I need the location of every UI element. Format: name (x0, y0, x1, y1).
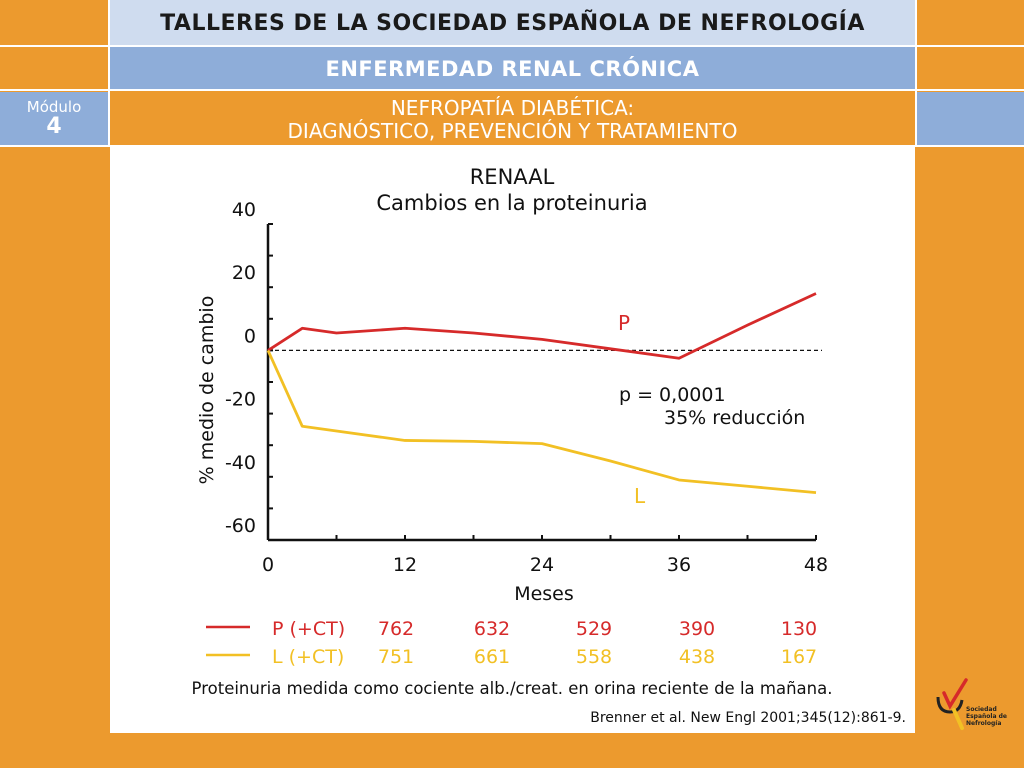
patient-count: 632 (474, 618, 510, 640)
module-label: Módulo (26, 98, 82, 116)
patient-count: 130 (781, 618, 817, 640)
y-tick-label: -20 (225, 389, 256, 411)
divider (0, 145, 1024, 147)
logo-line2: Española de (966, 713, 1007, 720)
annotation-pvalue: p = 0,0001 (619, 384, 726, 406)
module-number: 4 (46, 114, 62, 139)
x-tick-label: 36 (667, 554, 691, 576)
module-box (0, 92, 108, 145)
x-tick-label: 24 (530, 554, 554, 576)
page-subtitle: ENFERMEDAD RENAL CRÓNICA (325, 57, 700, 81)
y-axis-label: % medio de cambio (196, 296, 218, 485)
logo-line3: Nefrología (966, 720, 1002, 727)
section-title-line2: DIAGNÓSTICO, PREVENCIÓN Y TRATAMIENTO (287, 119, 738, 143)
page-title: TALLERES DE LA SOCIEDAD ESPAÑOLA DE NEFR… (160, 11, 865, 36)
y-tick-label: -40 (225, 452, 256, 474)
patient-count: 438 (679, 646, 715, 668)
chart-title: RENAAL (470, 165, 555, 189)
patient-count: 558 (576, 646, 612, 668)
divider (0, 89, 1024, 91)
footnote: Proteinuria medida como cociente alb./cr… (192, 679, 833, 698)
sen-logo-icon (936, 678, 968, 730)
x-tick-label: 0 (262, 554, 274, 576)
section-title-band (110, 92, 915, 145)
x-tick-label: 48 (804, 554, 828, 576)
citation: Brenner et al. New Engl 2001;345(12):861… (590, 710, 906, 726)
series-label-p: P (618, 311, 630, 335)
chart-subtitle: Cambios en la proteinuria (376, 191, 647, 215)
right-accent-box (917, 92, 1024, 145)
y-tick-label: -60 (225, 515, 256, 537)
series-line-p (267, 292, 817, 360)
header-subtitle-band (110, 47, 915, 89)
x-axis-label: Meses (514, 583, 574, 605)
divider (108, 0, 110, 147)
chart-panel (110, 147, 915, 733)
y-tick-label: 0 (244, 325, 256, 347)
legend-label-p: P (+CT) (272, 618, 345, 640)
patient-count: 762 (378, 618, 414, 640)
y-tick-label: 20 (232, 262, 256, 284)
series-label-l: L (634, 484, 646, 508)
divider (915, 0, 917, 147)
patient-count: 390 (679, 618, 715, 640)
patient-count: 661 (474, 646, 510, 668)
x-tick-label: 12 (393, 554, 417, 576)
header-title-band (110, 0, 915, 46)
y-tick-label: 40 (232, 199, 256, 221)
patient-count: 751 (378, 646, 414, 668)
patient-count: 529 (576, 618, 612, 640)
divider (0, 45, 1024, 47)
patient-count: 167 (781, 646, 817, 668)
annotation-reduction: 35% reducción (664, 407, 805, 429)
legend-label-l: L (+CT) (272, 646, 344, 668)
series-line-l (266, 349, 817, 494)
logo-line1: Sociedad (966, 706, 997, 713)
section-title-line1: NEFROPATÍA DIABÉTICA: (390, 96, 635, 120)
sen-logo-text: Sociedad Española de Nefrología (966, 706, 1007, 727)
